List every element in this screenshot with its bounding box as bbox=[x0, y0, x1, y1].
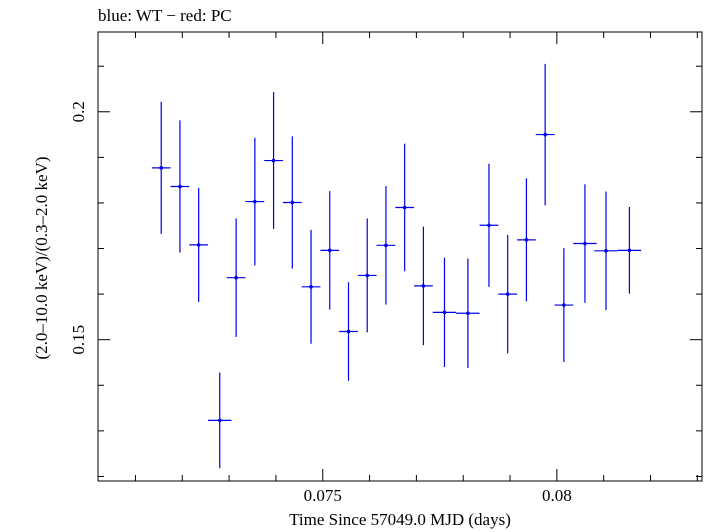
plot-border bbox=[97, 31, 703, 482]
data-point bbox=[498, 234, 518, 354]
point-marker bbox=[178, 184, 182, 189]
data-point bbox=[535, 63, 555, 206]
y-axis-label: (2.0–10.0 keV)/(0.3–2.0 keV) bbox=[32, 156, 51, 360]
chart-title: blue: WT − red: PC bbox=[98, 6, 232, 25]
point-marker bbox=[217, 418, 222, 423]
data-point bbox=[320, 191, 340, 310]
data-point bbox=[554, 248, 574, 363]
data-point bbox=[301, 229, 321, 344]
point-marker bbox=[505, 292, 510, 296]
axis-ticks bbox=[98, 32, 702, 481]
point-marker bbox=[487, 223, 491, 228]
data-point bbox=[573, 184, 597, 303]
point-marker bbox=[290, 200, 295, 205]
data-point bbox=[245, 137, 265, 266]
point-marker bbox=[309, 285, 313, 289]
point-marker bbox=[384, 243, 388, 248]
data-point bbox=[456, 258, 480, 368]
point-marker bbox=[159, 166, 164, 170]
data-point bbox=[395, 143, 415, 272]
point-marker bbox=[524, 238, 529, 242]
data-points bbox=[151, 63, 642, 469]
point-marker bbox=[253, 199, 257, 204]
data-point bbox=[264, 92, 283, 229]
point-marker bbox=[442, 310, 447, 315]
data-point bbox=[151, 101, 171, 234]
point-marker bbox=[365, 273, 370, 278]
x-tick-label: 0.08 bbox=[542, 486, 572, 505]
data-point bbox=[376, 186, 396, 305]
point-marker bbox=[466, 311, 470, 316]
point-marker bbox=[627, 248, 632, 253]
point-marker bbox=[543, 132, 547, 137]
point-marker bbox=[402, 205, 407, 210]
data-point bbox=[414, 226, 433, 346]
data-point bbox=[226, 218, 246, 337]
y-tick-label: 0.2 bbox=[69, 101, 88, 122]
data-point bbox=[517, 178, 536, 302]
point-marker bbox=[271, 158, 276, 163]
x-tick-label: 0.075 bbox=[304, 486, 342, 505]
point-marker bbox=[421, 284, 426, 288]
data-point bbox=[208, 372, 232, 469]
data-point bbox=[357, 218, 377, 333]
data-point bbox=[479, 163, 499, 287]
data-point bbox=[170, 120, 190, 253]
point-marker bbox=[583, 241, 587, 246]
axis-tick-labels: 0.075 0.08 0.15 0.2 bbox=[69, 101, 572, 505]
point-marker bbox=[346, 329, 351, 334]
plot-frame bbox=[97, 31, 703, 482]
point-marker bbox=[234, 275, 238, 280]
point-marker bbox=[604, 249, 608, 253]
x-axis-label: Time Since 57049.0 MJD (days) bbox=[289, 510, 511, 529]
point-marker bbox=[562, 303, 566, 307]
data-point bbox=[189, 187, 209, 302]
data-point bbox=[617, 207, 642, 294]
y-tick-label: 0.15 bbox=[69, 325, 88, 355]
point-marker bbox=[196, 243, 201, 247]
point-marker bbox=[327, 248, 332, 253]
data-point bbox=[282, 136, 302, 269]
data-point bbox=[339, 282, 358, 381]
data-point bbox=[432, 257, 457, 368]
data-point bbox=[594, 191, 618, 311]
